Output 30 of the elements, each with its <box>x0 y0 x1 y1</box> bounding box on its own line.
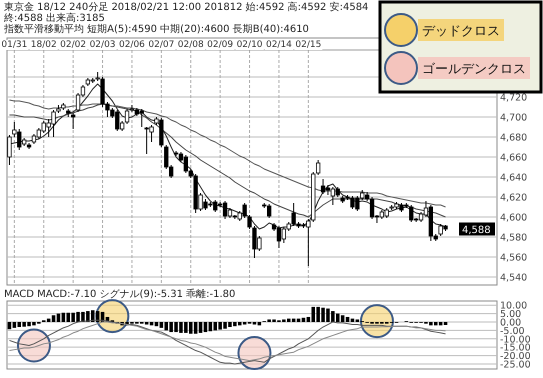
x-tick-label: 02/15 <box>295 40 322 50</box>
annotation: 4,588 <box>462 225 491 236</box>
x-tick-label: 02/10 <box>236 40 263 50</box>
y-tick-label: -5.00 <box>500 326 525 337</box>
y-tick-label: 4,620 <box>500 192 528 204</box>
x-tick-label: 01/31 <box>1 40 28 50</box>
y-tick-label: 4,660 <box>500 152 528 164</box>
x-tick-label: 02/08 <box>178 40 204 50</box>
chart-title: 東京金 18/12 240分足 2018/02/21 12:00 201812 始:4592 高:4592 安:4584 終:4588 出来高:3185 <box>3 1 368 24</box>
x-tick-label: 18/02 <box>30 40 57 50</box>
chart-title: MACD MACD:-7.10 シグナル(9):-5.31 乖離:-1.80 <box>4 288 236 300</box>
text: ゴールデンクロス <box>422 62 526 77</box>
x-tick-label: 02/09 <box>207 40 234 50</box>
y-tick-label: 4,700 <box>500 112 528 124</box>
y-tick-label: 4,540 <box>500 272 528 284</box>
y-tick-label: 4,720 <box>500 92 528 104</box>
x-tick-label: 02/03 <box>90 40 116 50</box>
y-tick-label: -25.00 <box>500 359 531 370</box>
y-tick-label: 4,560 <box>500 252 528 264</box>
x-tick-label: 02/07 <box>148 40 174 50</box>
y-tick-label: 4,580 <box>500 232 528 244</box>
y-tick-label: 4,600 <box>500 212 528 224</box>
text: デッドクロス <box>422 24 500 39</box>
chart-subtitle: 指数平滑移動平均 短期A(5):4590 中期(20):4600 長期B(40):4610 <box>3 23 309 35</box>
x-tick-label: 02/14 <box>266 40 292 50</box>
y-tick-label: 0.00 <box>500 317 522 328</box>
y-tick-label: 4,640 <box>500 172 528 184</box>
y-tick-label: 4,680 <box>500 132 528 144</box>
x-tick-label: 02/02 <box>60 40 86 50</box>
x-tick-label: 02/06 <box>118 40 146 50</box>
